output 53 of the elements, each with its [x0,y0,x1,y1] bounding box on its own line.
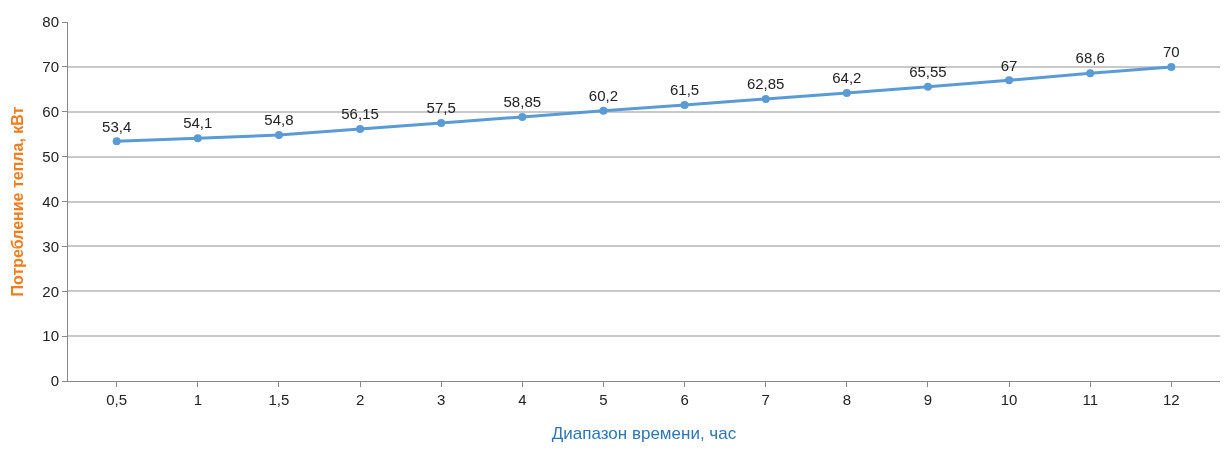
data-label: 56,15 [341,105,379,123]
y-tick-label: 40 [42,192,59,210]
point [1005,76,1014,85]
x-tick-label: 5 [599,391,608,408]
data-label: 68,6 [1075,49,1105,67]
point [680,101,689,110]
y-tick-label: 0 [50,372,59,390]
x-tick-label: 8 [842,391,851,408]
data-label: 57,5 [426,99,456,117]
data-label: 54,8 [264,111,294,129]
data-label: 54,1 [183,114,213,132]
y-tick-label: 10 [42,327,59,345]
x-tick-label: 10 [1000,391,1018,408]
x-tick-label: 6 [680,391,689,408]
point [923,82,932,91]
y-tick-label: 70 [42,58,59,76]
y-tick-label: 20 [42,282,59,300]
y-tick-label: 60 [42,103,59,120]
data-label: 70 [1162,43,1180,61]
x-tick-label: 7 [761,391,770,408]
data-label: 53,4 [102,117,132,135]
point [761,94,770,103]
y-tick-label: 30 [42,237,59,255]
y-tick-label: 50 [42,147,59,165]
data-label: 64,2 [832,69,862,87]
point [1086,69,1095,78]
point [518,112,527,121]
data-label: 60,2 [588,87,619,105]
point [356,125,365,134]
x-tick-label: 12 [1162,391,1180,408]
x-axis-title: Диапазон времени, час [551,424,737,444]
point [437,118,446,127]
x-tick-label: 9 [923,391,933,408]
data-label: 65,55 [909,63,947,81]
data-label: 61,5 [669,81,700,99]
y-tick-label: 80 [42,13,59,31]
point [1167,62,1176,71]
x-tick-label: 2 [355,391,365,408]
data-label: 62,85 [746,75,785,93]
point [112,137,121,146]
data-label: 67 [1000,56,1018,74]
point [274,131,283,140]
x-tick-label: 4 [518,391,527,408]
x-tick-label: 11 [1082,391,1098,408]
x-tick-label: 3 [437,391,446,408]
data-label: 58,85 [503,93,542,111]
point [193,134,202,143]
x-tick-label: 1 [193,391,202,408]
x-tick-label: 1,5 [268,391,290,408]
point [599,106,608,115]
y-axis-title: Потребление тепла, кВт [9,106,27,297]
point [842,88,851,97]
x-tick-label: 0,5 [106,391,128,408]
